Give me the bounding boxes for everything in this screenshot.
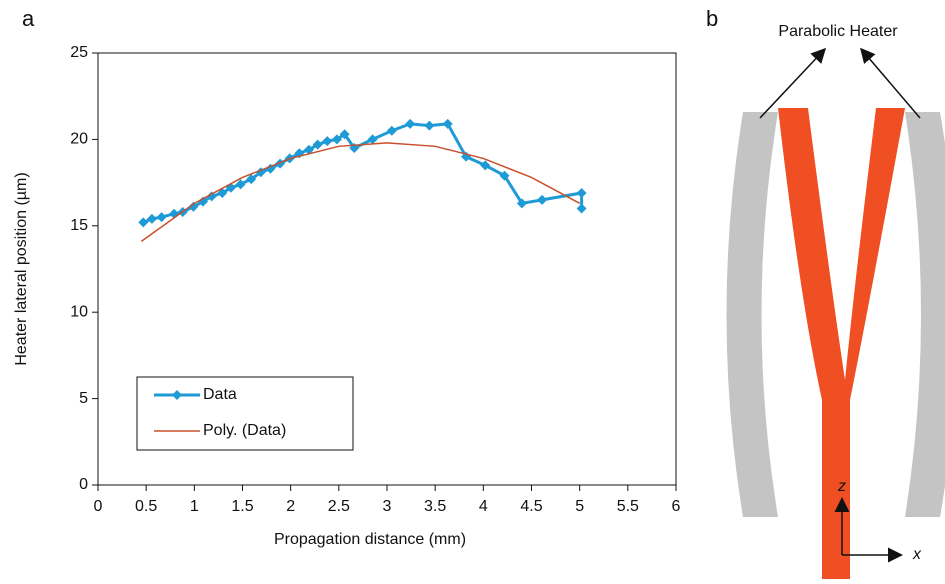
legend-label: Poly. (Data) [203,422,286,439]
data-point [322,136,333,147]
waveguide [778,108,905,579]
axis-label: x [912,546,922,563]
data-point [442,118,453,129]
y-tick-label: 25 [70,44,88,61]
data-point [265,163,276,174]
data-point [188,201,199,212]
data-point [499,170,510,181]
series-line [140,142,581,242]
x-tick-label: 1 [190,498,199,515]
legend-marker [172,390,182,400]
data-point [339,129,350,140]
data-point [312,139,323,150]
x-tick-label: 3.5 [424,498,446,515]
data-point [331,134,342,145]
data-point [516,198,527,209]
data-point [576,187,587,198]
data-point [146,213,157,224]
axis-label: z [837,478,846,495]
data-point [537,194,548,205]
x-tick-label: 0.5 [135,498,157,515]
x-tick-label: 0 [94,498,103,515]
data-point [303,144,314,155]
x-tick-label: 1.5 [231,498,253,515]
data-point [576,203,587,214]
x-tick-label: 4.5 [520,498,542,515]
data-point [386,125,397,136]
x-tick-label: 6 [672,498,681,515]
data-point [405,118,416,129]
legend-label: Data [203,386,237,403]
panel-label: a [22,6,35,31]
x-tick-label: 3 [383,498,392,515]
data-point [235,179,246,190]
y-tick-label: 20 [70,131,88,148]
x-tick-label: 2.5 [328,498,350,515]
x-tick-label: 4 [479,498,488,515]
y-axis-title: Heater lateral position (µm) [13,172,30,365]
data-point [480,160,491,171]
data-point [156,212,167,223]
x-tick-label: 5 [575,498,584,515]
heater [905,112,945,517]
panel-label: b [706,6,718,31]
y-tick-label: 5 [79,390,88,407]
x-axis-title: Propagation distance (mm) [274,531,466,548]
data-point [246,174,257,185]
arrow [860,47,921,119]
heater [726,112,778,517]
series-line [142,122,584,224]
y-tick-label: 10 [70,303,88,320]
legend-box [136,376,354,451]
arrow [759,47,827,119]
data-point [138,217,149,228]
heater-label: Parabolic Heater [778,23,898,40]
data-point [198,196,209,207]
x-tick-label: 2 [286,498,295,515]
x-tick-label: 5.5 [617,498,639,515]
data-point [367,134,378,145]
y-tick-label: 15 [70,217,88,234]
y-tick-label: 0 [79,476,88,493]
data-point [206,191,217,202]
data-point [424,120,435,131]
